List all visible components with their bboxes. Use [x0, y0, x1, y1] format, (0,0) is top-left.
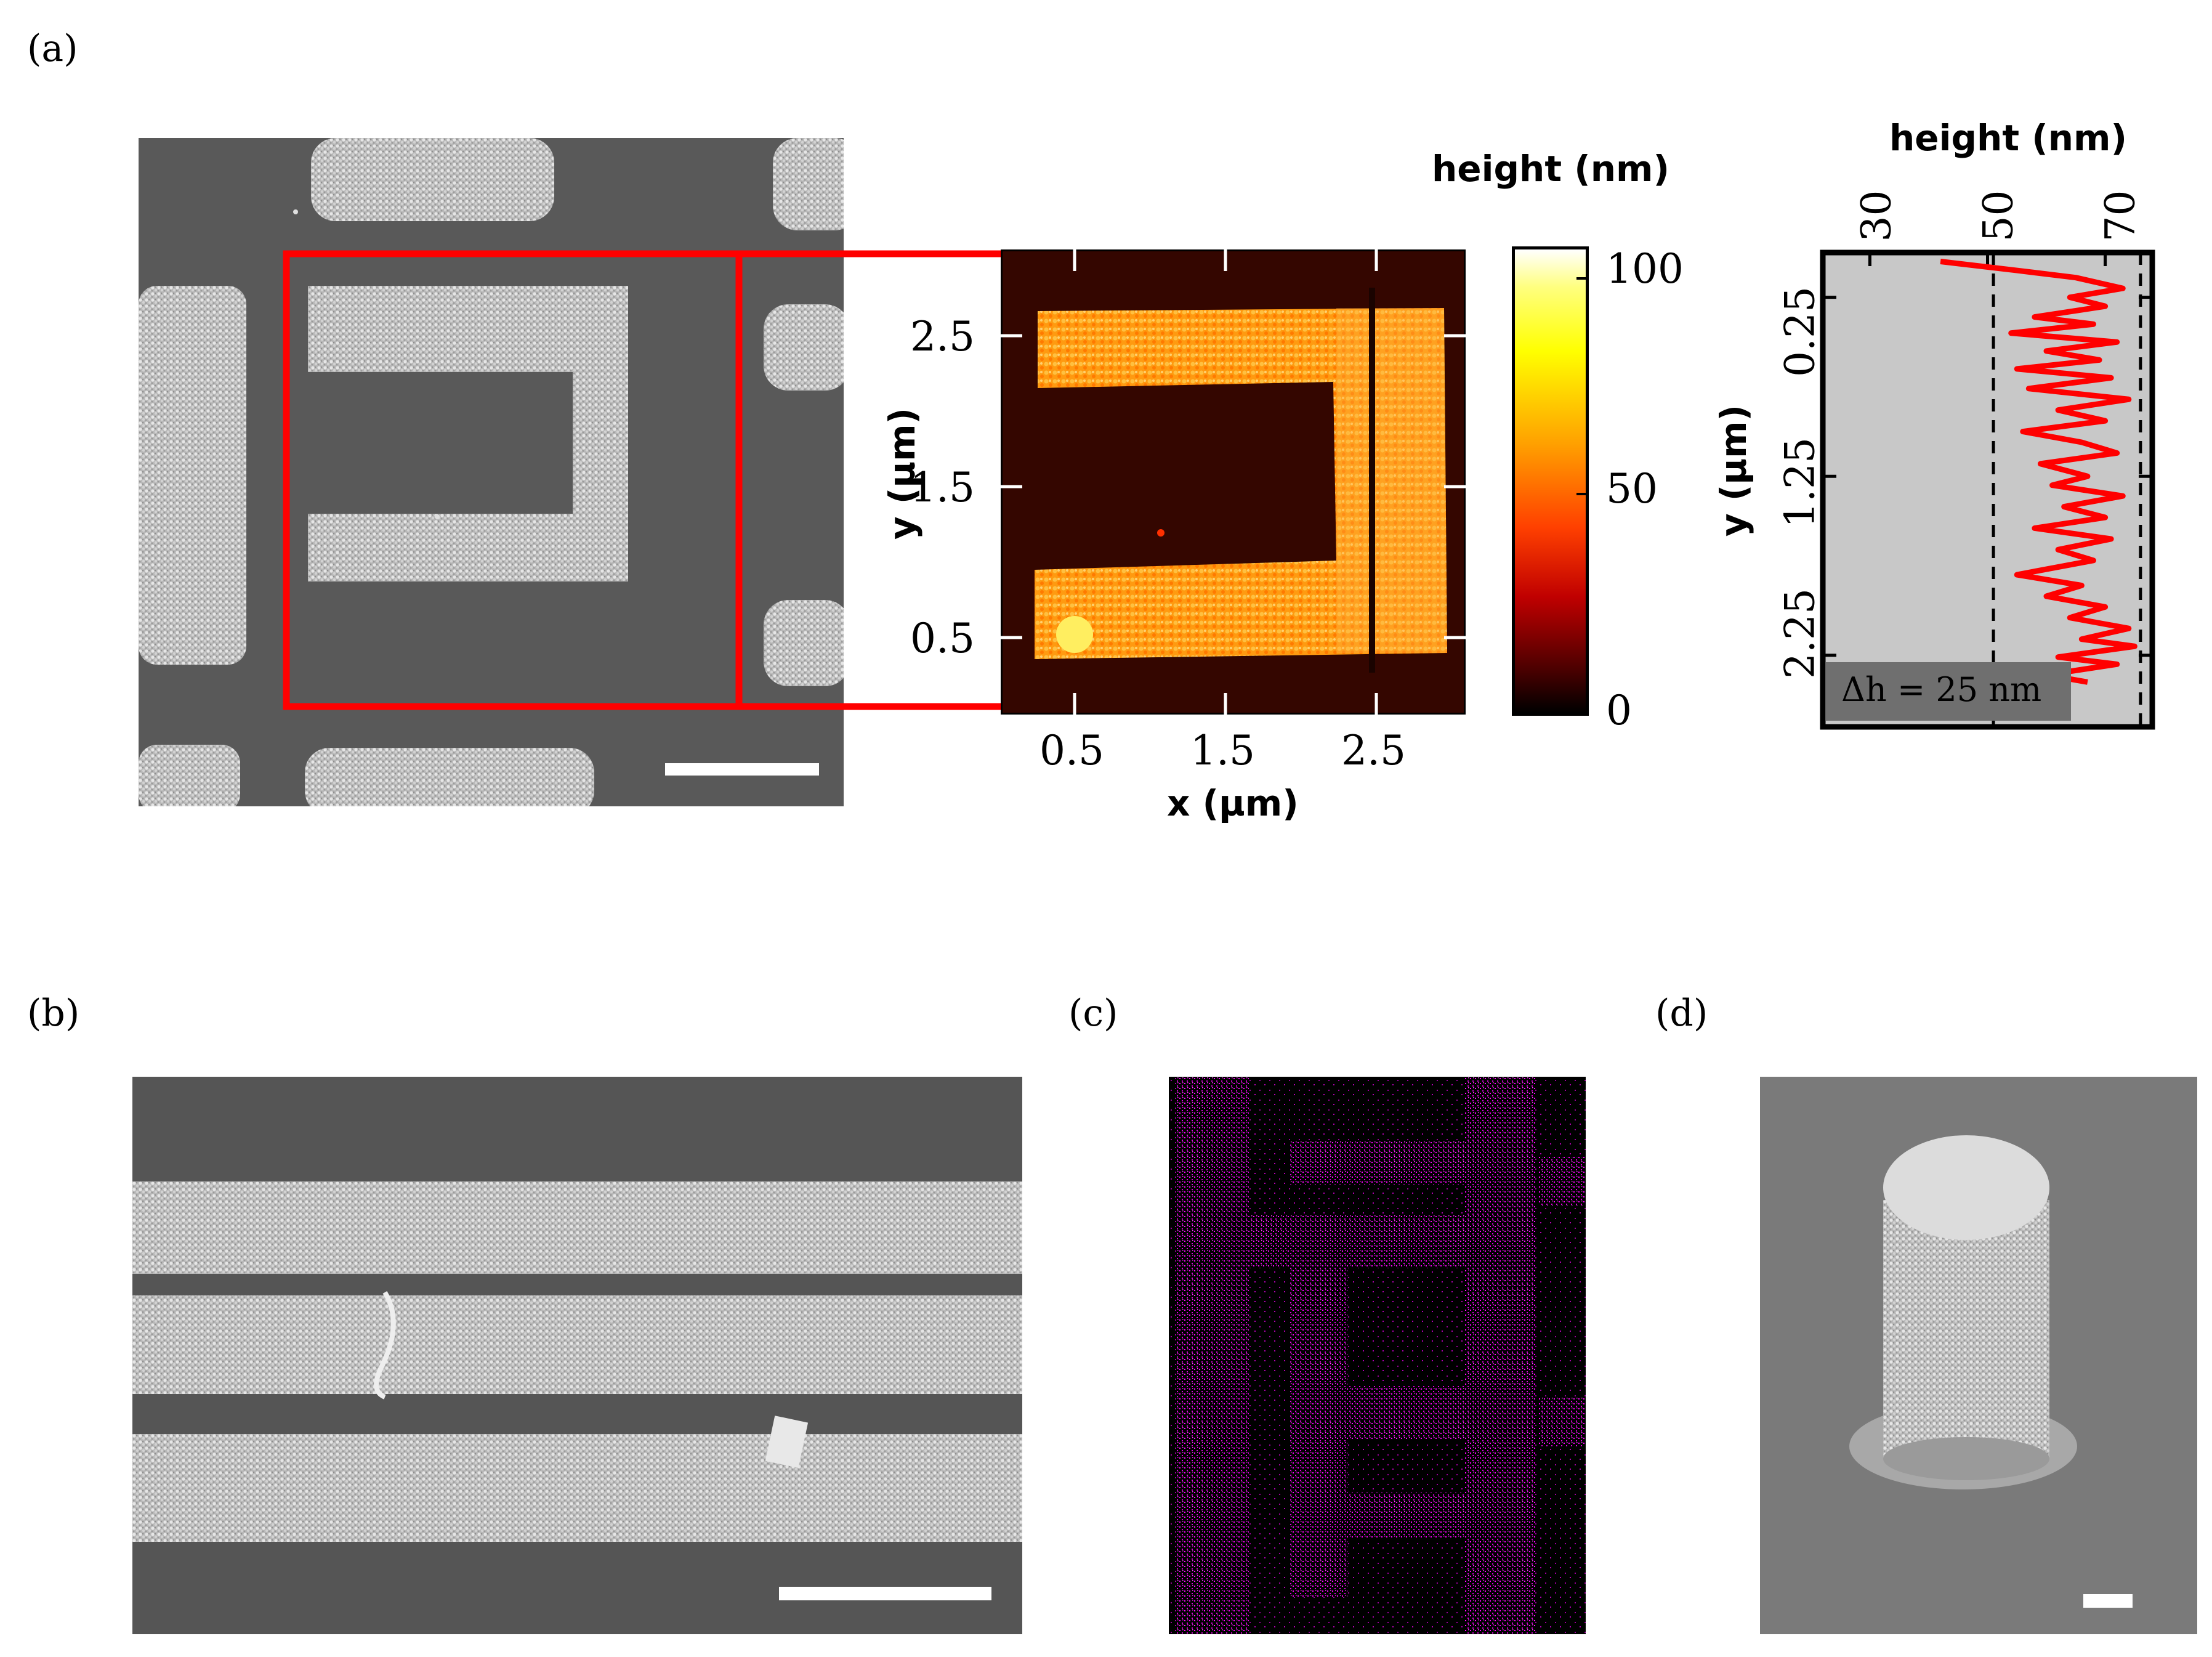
afm-y-tick-0-5: 0.5: [910, 615, 975, 662]
colorbar: [1512, 246, 1589, 716]
colorbar-tick-100: 100: [1606, 245, 1684, 293]
profile-y-axis-label: y (µm): [1713, 404, 1754, 537]
colorbar-tick-0: 0: [1606, 687, 1632, 734]
afm-y-axis-label: y (µm): [881, 407, 923, 540]
afm-y-tick-2-5: 2.5: [910, 313, 975, 360]
profile-y-tick-2-25: 2.25: [1776, 588, 1824, 679]
profile-x-tick-70: 70: [2096, 190, 2144, 242]
profile-x-axis-label: height (nm): [1889, 117, 2127, 159]
afm-x-axis-label: x (µm): [1167, 782, 1299, 824]
sem-image-square-pattern: [139, 138, 844, 806]
profile-y-tick-0-25: 0.25: [1776, 286, 1824, 377]
profile-y-tick-1-25: 1.25: [1776, 437, 1824, 528]
profile-x-tick-50: 50: [1974, 190, 2022, 242]
delta-h-annotation-text: Δh = 25 nm: [1841, 670, 2042, 709]
edx-element-map: [1169, 1077, 1586, 1634]
colorbar-tick-50: 50: [1606, 465, 1658, 512]
afm-x-tick-1-5: 1.5: [1190, 727, 1255, 774]
colorbar-title: height (nm): [1432, 148, 1669, 190]
colorbar-tick-lines: [1576, 249, 1589, 711]
panel-label-d: (d): [1655, 992, 1708, 1035]
sem-image-parallel-lines: [132, 1077, 1022, 1634]
delta-h-annotation: [1826, 662, 2071, 721]
profile-x-tick-30: 30: [1852, 190, 1900, 242]
panel-label-a: (a): [27, 27, 78, 70]
height-profile-chart: [1820, 249, 2155, 730]
afm-height-map: [1001, 249, 1466, 715]
profile-series-line: [1940, 259, 2137, 685]
profile-plot-area: [1820, 249, 2155, 730]
afm-x-tick-0-5: 0.5: [1039, 727, 1104, 774]
afm-x-tick-2-5: 2.5: [1341, 727, 1406, 774]
sem-image-pillar: [1760, 1077, 2197, 1634]
panel-label-b: (b): [27, 992, 80, 1035]
panel-label-c: (c): [1068, 992, 1118, 1035]
afm-y-tick-1-5: 1.5: [910, 464, 975, 511]
